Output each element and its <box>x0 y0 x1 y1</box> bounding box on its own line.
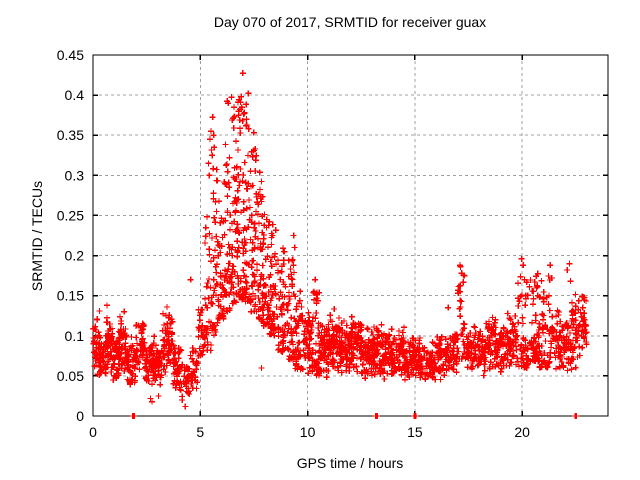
x-tick-label: 15 <box>407 424 423 440</box>
y-tick-label: 0.35 <box>57 127 84 143</box>
y-tick-label: 0 <box>76 408 84 424</box>
x-tick-label: 0 <box>89 424 97 440</box>
plot-frame <box>92 54 609 417</box>
y-tick-label: 0.45 <box>57 47 84 63</box>
x-tick-label: 10 <box>300 424 316 440</box>
chart-title: Day 070 of 2017, SRMTID for receiver gua… <box>214 14 486 30</box>
y-tick-label: 0.4 <box>65 87 85 103</box>
y-axis-label: SRMTID / TECUs <box>29 181 45 291</box>
tick-marks <box>92 54 608 417</box>
y-tick-label: 0.3 <box>65 167 85 183</box>
axis-ticks <box>92 54 608 417</box>
y-tick-label: 0.25 <box>57 207 84 223</box>
x-tick-label: 20 <box>514 424 530 440</box>
y-tick-label: 0.2 <box>65 248 85 264</box>
x-tick-label: 5 <box>196 424 204 440</box>
y-tick-label: 0.05 <box>57 368 84 384</box>
y-tick-label: 0.15 <box>57 288 84 304</box>
y-tick-label: 0.1 <box>65 328 85 344</box>
x-axis-label: GPS time / hours <box>297 455 404 471</box>
tick-labels: 0 5 10 15 20 0 0.05 0.1 0.15 0.2 0.25 0.3 0.35 0.4 0.4… <box>57 47 530 440</box>
data-points <box>90 70 590 419</box>
